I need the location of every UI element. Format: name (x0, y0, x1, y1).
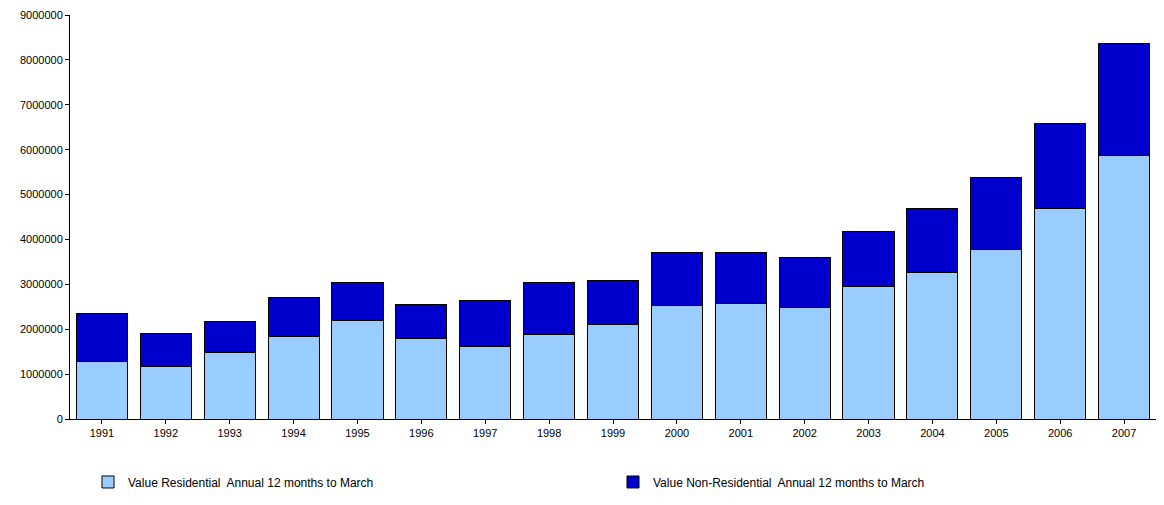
svg-text:9000000: 9000000 (20, 9, 63, 21)
svg-text:8000000: 8000000 (20, 54, 63, 66)
svg-text:2000000: 2000000 (20, 323, 63, 335)
svg-text:1997: 1997 (473, 427, 497, 439)
svg-text:5000000: 5000000 (20, 188, 63, 200)
svg-text:1996: 1996 (409, 427, 433, 439)
svg-text:1995: 1995 (345, 427, 369, 439)
svg-text:7000000: 7000000 (20, 99, 63, 111)
svg-text:2005: 2005 (984, 427, 1008, 439)
svg-text:2006: 2006 (1048, 427, 1072, 439)
svg-text:1998: 1998 (537, 427, 561, 439)
svg-text:Value Non-Residential Annual: Value Non-Residential Annual 12 months t… (653, 476, 924, 490)
svg-text:0: 0 (57, 413, 63, 425)
svg-text:1994: 1994 (281, 427, 305, 439)
svg-text:1999: 1999 (601, 427, 625, 439)
svg-text:1000000: 1000000 (20, 368, 63, 380)
svg-text:6000000: 6000000 (20, 144, 63, 156)
svg-text:2003: 2003 (856, 427, 880, 439)
svg-text:1993: 1993 (217, 427, 241, 439)
svg-text:1992: 1992 (154, 427, 178, 439)
svg-text:1991: 1991 (90, 427, 114, 439)
svg-text:2001: 2001 (729, 427, 753, 439)
svg-text:2004: 2004 (920, 427, 944, 439)
svg-text:2007: 2007 (1112, 427, 1136, 439)
svg-text:Value Residential Annual 12 m: Value Residential Annual 12 months to Ma… (128, 476, 373, 490)
svg-text:2002: 2002 (792, 427, 816, 439)
svg-text:4000000: 4000000 (20, 233, 63, 245)
svg-text:3000000: 3000000 (20, 278, 63, 290)
svg-text:2000: 2000 (665, 427, 689, 439)
